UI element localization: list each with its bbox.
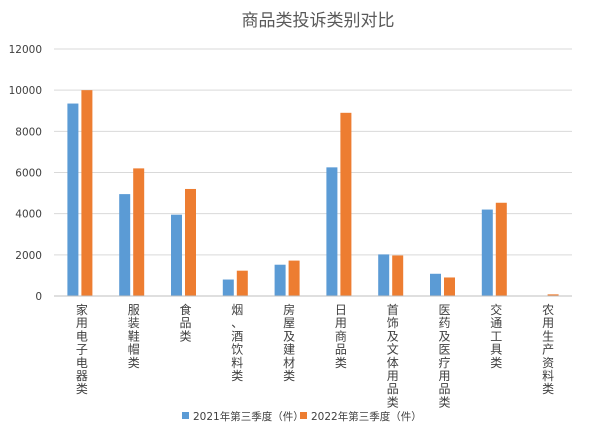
category-label: 交通工具类 bbox=[490, 302, 502, 370]
bar-series-2022-2 bbox=[185, 188, 196, 296]
chart-title: 商品类投诉类别对比 bbox=[242, 11, 395, 31]
bar-series-2022-3 bbox=[236, 270, 248, 296]
legend-swatch-2022 bbox=[300, 412, 307, 419]
y-tick-label: 4000 bbox=[15, 209, 42, 221]
bar-series-2022-6 bbox=[392, 255, 404, 296]
category-label: 烟、酒饮料类 bbox=[231, 303, 243, 383]
bar-series-2021-5 bbox=[326, 167, 338, 296]
y-axis-ticks: 0 2000 4000 6000 8000 10000 12000 bbox=[9, 44, 42, 303]
y-tick-label: 8000 bbox=[15, 126, 42, 138]
category-label: 农用生产资料类 bbox=[542, 303, 554, 396]
bar-series-2022-8 bbox=[495, 202, 507, 296]
bar-series-2021-3 bbox=[222, 279, 234, 296]
category-labels: 家用电子电器类 服装鞋帽类 食品类 烟、酒饮料类 房屋及建材类 日用商品类 首饰及文体用品类… bbox=[76, 302, 554, 409]
bar-series-2022-0 bbox=[81, 90, 93, 297]
y-tick-label: 12000 bbox=[9, 44, 42, 56]
bar-series-2021-4 bbox=[274, 264, 286, 296]
y-tick-label: 10000 bbox=[9, 85, 42, 97]
bar-series-2021-0 bbox=[67, 103, 79, 296]
legend-swatch-2021 bbox=[182, 412, 189, 419]
bar-series-2022-9 bbox=[547, 294, 559, 296]
bar-series-2022-5 bbox=[340, 112, 352, 296]
category-label: 食品类 bbox=[179, 302, 191, 343]
bar-series-2022-4 bbox=[288, 260, 300, 296]
bar-series-2021-8 bbox=[481, 209, 493, 296]
legend-label-2021: 2021年第三季度（件） bbox=[193, 410, 304, 423]
legend: 2021年第三季度（件） 2022年第三季度（件） bbox=[182, 410, 422, 423]
bar-series-2021-2 bbox=[171, 214, 182, 296]
legend-label-2022: 2022年第三季度（件） bbox=[311, 410, 422, 423]
category-label: 首饰及文体用品类 bbox=[387, 303, 399, 409]
category-label: 服装鞋帽类 bbox=[128, 303, 140, 370]
bar-series-2022-1 bbox=[133, 168, 145, 296]
category-label: 房屋及建材类 bbox=[283, 302, 295, 383]
bar-series-2021-7 bbox=[430, 273, 441, 296]
y-tick-label: 2000 bbox=[15, 250, 42, 262]
bar-series-2021-6 bbox=[378, 254, 390, 296]
category-label: 日用商品类 bbox=[335, 303, 347, 370]
bar-layer bbox=[67, 90, 559, 297]
y-tick-label: 6000 bbox=[15, 168, 42, 180]
bar-series-2022-7 bbox=[444, 277, 455, 296]
bar-series-2021-1 bbox=[119, 194, 131, 296]
y-tick-label: 0 bbox=[35, 291, 42, 303]
grid-layer bbox=[54, 48, 572, 256]
category-label: 医药及医疗用品类 bbox=[438, 303, 450, 409]
category-label: 家用电子电器类 bbox=[76, 302, 88, 396]
